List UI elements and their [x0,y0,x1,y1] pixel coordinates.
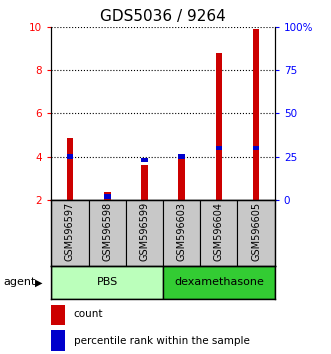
Bar [178,154,185,159]
Text: GSM596598: GSM596598 [102,202,112,261]
Bar [215,52,222,200]
Text: GSM596597: GSM596597 [65,202,75,261]
Bar [67,154,73,159]
Text: count: count [73,309,103,320]
Bar [200,200,237,266]
Bar [163,200,200,266]
Text: PBS: PBS [97,277,118,287]
Bar [126,200,163,266]
Bar [104,194,111,199]
Text: GSM596604: GSM596604 [214,202,224,261]
Title: GDS5036 / 9264: GDS5036 / 9264 [100,9,226,24]
Text: ▶: ▶ [35,277,42,287]
Bar [253,145,260,150]
Text: GSM596599: GSM596599 [139,202,149,261]
Bar [163,266,275,299]
Bar [141,158,148,162]
Text: GSM596605: GSM596605 [251,202,261,261]
Bar [88,200,126,266]
Text: GSM596603: GSM596603 [177,202,187,261]
Bar [51,266,163,299]
Bar [178,156,185,200]
Bar [67,138,73,200]
Text: agent: agent [3,277,36,287]
Text: dexamethasone: dexamethasone [174,277,264,287]
Text: percentile rank within the sample: percentile rank within the sample [73,336,250,346]
Bar [104,193,111,200]
Bar [215,145,222,150]
Bar [51,304,65,325]
Bar [237,200,275,266]
Bar [51,200,88,266]
Bar [51,330,65,351]
Bar [253,29,260,200]
Bar [141,165,148,200]
